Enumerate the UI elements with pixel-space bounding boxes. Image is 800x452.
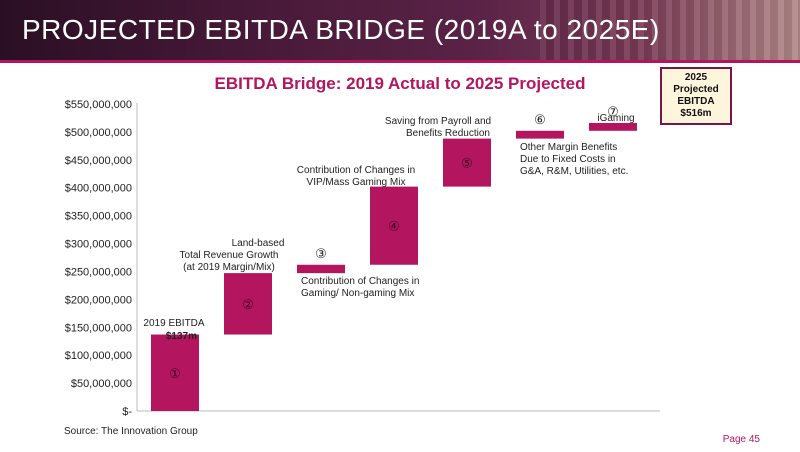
bar-annotation: Gaming/ Non-gaming Mix (301, 288, 414, 299)
bars (151, 122, 637, 411)
page-number: Page 45 (722, 434, 760, 445)
bar-marker: ⑦ (607, 104, 619, 119)
endbox-line1: 2025 (684, 72, 708, 83)
bar-annotation: iGaming (597, 113, 634, 124)
y-tick-label: $200,000,000 (65, 294, 132, 306)
y-tick-label: $250,000,000 (65, 266, 132, 278)
bar-annotation: Total Revenue Growth (180, 250, 279, 261)
y-tick-labels: $- $50,000,000 $100,000,000 $150,000,000 $20… (65, 99, 133, 418)
endbox-line2: Projected (673, 84, 719, 95)
bar-annotation: Contribution of Changes in (297, 165, 415, 176)
bar-marker: ④ (388, 219, 400, 234)
bar (443, 138, 491, 187)
endbox-value: $516m (680, 108, 712, 119)
y-tick-label: $300,000,000 (65, 239, 132, 251)
bar-marker: ① (169, 366, 181, 381)
source-note: Source: The Innovation Group (64, 426, 198, 437)
projected-ebitda-box: 2025 Projected EBITDA $516m (660, 67, 732, 125)
bar (224, 273, 272, 335)
bar-annotation: Saving from Payroll and (385, 116, 491, 127)
bar (297, 264, 345, 274)
chart-title: EBITDA Bridge: 2019 Actual to 2025 Proje… (214, 74, 586, 93)
bar-annotation: VIP/Mass Gaming Mix (307, 177, 406, 188)
y-tick-label: $550,000,000 (65, 99, 132, 111)
y-tick-label: $500,000,000 (65, 127, 132, 139)
bar (370, 186, 418, 265)
bar-annotation: Land-based (232, 238, 285, 249)
bar-markers: ① ② ③ ④ ⑤ ⑥ ⑦ (169, 104, 619, 381)
bar-annotation: (at 2019 Margin/Mix) (183, 262, 275, 273)
y-tick-label: $150,000,000 (65, 322, 132, 334)
bar-marker: ⑥ (534, 112, 546, 127)
y-tick-label: $100,000,000 (65, 350, 132, 362)
bar-annotation: Due to Fixed Costs in (520, 154, 616, 165)
bar-annotation: Contribution of Changes in (301, 276, 419, 287)
y-tick-label: $450,000,000 (65, 155, 132, 167)
y-tick-label: $- (122, 406, 132, 418)
endbox-line3: EBITDA (677, 96, 715, 107)
bar-annotation: Other Margin Benefits (520, 142, 617, 153)
bar-marker: ⑤ (461, 156, 473, 171)
page-title: PROJECTED EBITDA BRIDGE (2019A to 2025E) (22, 14, 660, 45)
bar-marker: ② (242, 297, 254, 312)
banner-background-image (540, 0, 800, 60)
y-tick-label: $50,000,000 (71, 378, 132, 390)
header-banner: PROJECTED EBITDA BRIDGE (2019A to 2025E) (0, 0, 800, 60)
y-tick-label: $400,000,000 (65, 183, 132, 195)
bar-marker: ③ (315, 246, 327, 261)
bar (589, 122, 637, 131)
header-divider (0, 60, 800, 63)
bar-annotation: $137m (166, 331, 197, 342)
y-tick-label: $350,000,000 (65, 211, 132, 223)
bar (151, 334, 199, 411)
bar-annotation: Benefits Reduction (406, 128, 490, 139)
bar-annotation: G&A, R&M, Utilities, etc. (520, 166, 628, 177)
bar-annotation: 2019 EBITDA (143, 318, 204, 329)
bar (516, 130, 564, 139)
